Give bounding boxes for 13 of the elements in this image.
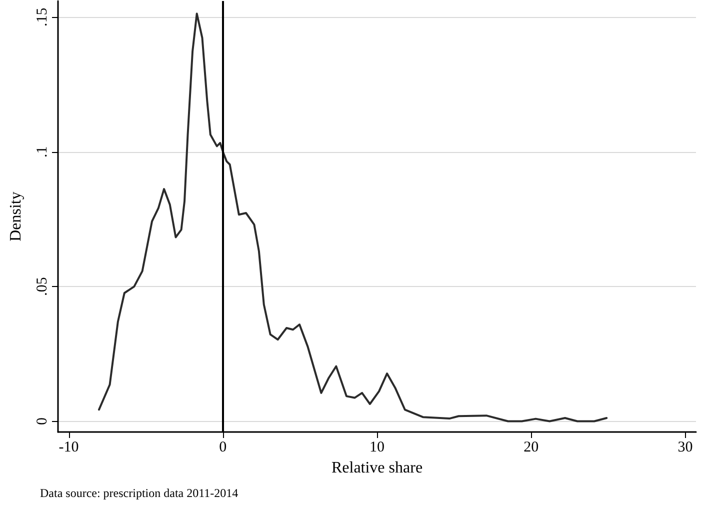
y-tick-label: 0 [34, 417, 50, 425]
y-tick-label: .1 [34, 146, 50, 158]
x-tick-label: 10 [370, 440, 384, 456]
y-axis-title: Density [8, 192, 24, 242]
line-series [98, 12, 608, 422]
y-tick-label: .15 [34, 8, 50, 27]
x-tick-label: 20 [524, 440, 539, 456]
y-tick-label: .05 [34, 277, 50, 296]
source-note: Data source: prescription data 2011-2014 [40, 486, 238, 500]
x-tick-label: 30 [678, 440, 693, 456]
x-tick-label: -10 [58, 440, 79, 456]
x-tick-label: 0 [219, 440, 227, 456]
x-axis-title: Relative share [331, 459, 423, 476]
